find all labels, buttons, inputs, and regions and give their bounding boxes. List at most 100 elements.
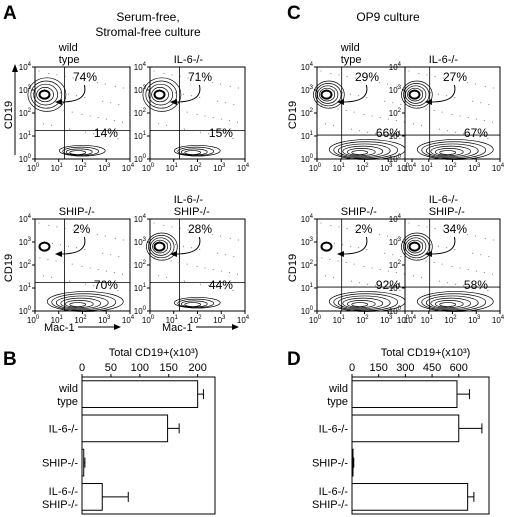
scatter-dot (47, 258, 49, 260)
scatter-dot (175, 92, 177, 94)
scatter-dot (450, 79, 452, 81)
scatter-dot (346, 75, 348, 77)
y-tick-label: 104 (19, 62, 32, 72)
y-tick-label: 103 (19, 85, 32, 95)
scatter-dot (366, 248, 368, 250)
scatter-dot (200, 283, 202, 285)
scatter-dot (408, 222, 410, 224)
y-tick-label: 100 (301, 154, 314, 164)
bar-chart-title: Total CD19+(x10³) (381, 347, 471, 359)
contour-line-cd19 (405, 85, 427, 104)
y-tick-label: 104 (19, 214, 32, 224)
contour-line-cd19 (148, 235, 175, 259)
scatter-dot (438, 128, 440, 130)
x-tick-label: 104 (122, 315, 135, 325)
scatter-dot (38, 70, 40, 72)
sample-label-line1: IL-6-/- (174, 194, 204, 206)
scatter-dot (447, 282, 449, 284)
x-tick-label: 103 (468, 163, 481, 173)
scatter-dot (438, 280, 440, 282)
arrow-curve (175, 84, 201, 103)
scatter-dot (216, 286, 218, 288)
scatter-dot (51, 276, 53, 278)
scatter-dot (211, 234, 213, 236)
scatter-dot (183, 128, 185, 130)
scatter-dot (472, 100, 474, 102)
scatter-dot (379, 117, 381, 119)
scatter-dot (183, 280, 185, 282)
x-tick-label: 101 (421, 163, 434, 173)
scatter-dot (337, 260, 339, 262)
bar-x-tick-label: 200 (188, 362, 206, 374)
scatter-dot (472, 252, 474, 254)
x-tick-label: 103 (98, 315, 111, 325)
scatter-dot (386, 235, 388, 237)
y-tick-label: 100 (19, 306, 32, 316)
scatter-dot (425, 260, 427, 262)
bar (351, 448, 354, 477)
bar (81, 448, 85, 477)
contour-line-mac1 (69, 150, 87, 155)
scatter-dot (395, 120, 397, 122)
cd19-label-c-bottom: CD19 (287, 254, 299, 282)
scatter-dot (113, 272, 115, 274)
scatter-dot (396, 238, 398, 240)
scatter-dot (362, 231, 364, 233)
scatter-dot (475, 270, 477, 272)
y-tick-label: 101 (301, 131, 314, 141)
scatter-dot (383, 286, 385, 288)
scatter-dot (442, 77, 444, 79)
contour-line-mac1 (416, 139, 494, 160)
scatter-dot (370, 80, 372, 82)
mac1-percentage: 15% (209, 126, 233, 140)
x-tick-label: 100 (309, 315, 322, 325)
scatter-dot (454, 96, 456, 98)
scatter-dot (409, 105, 411, 107)
x-tick-label: 104 (122, 163, 135, 173)
scatter-dot (225, 102, 227, 104)
mac1-label-a-right: Mac-1 (162, 322, 193, 334)
bar (351, 380, 458, 408)
arrow-curve (342, 236, 368, 255)
contour-line-cd19 (408, 241, 421, 252)
scatter-dot (220, 118, 222, 120)
scatter-dot (366, 96, 368, 98)
contour-line-cd19 (315, 83, 342, 107)
y-tick-label: 104 (389, 214, 402, 224)
scatter-dot (48, 72, 50, 74)
x-tick-label: 102 (74, 163, 87, 173)
scatter-dot (358, 95, 360, 97)
x-tick-label: 100 (142, 315, 155, 325)
y-tick-label: 100 (19, 154, 32, 164)
scatter-dot (208, 133, 210, 135)
contour-line-mac1 (342, 297, 384, 309)
bar-category-label-line2: SHIP-/- (312, 499, 348, 511)
scatter-dot (195, 79, 197, 81)
flow-plot-frame (149, 218, 246, 312)
y-tick-label: 101 (389, 283, 402, 293)
mac1-arrowhead-a-right (232, 324, 239, 330)
scatter-dot (354, 77, 356, 79)
y-tick-label: 102 (19, 108, 32, 118)
scatter-dot (118, 103, 120, 105)
contour-line-cd19 (407, 239, 424, 254)
scatter-dot (350, 128, 352, 130)
scatter-dot (154, 257, 156, 259)
scatter-dot (204, 267, 206, 269)
contour-line-mac1 (184, 302, 202, 307)
scatter-dot (60, 92, 62, 94)
bar-x-tick-label: 0 (79, 362, 85, 374)
bar-category-label-line2: type (327, 396, 348, 408)
sample-label-line2: type (341, 54, 362, 66)
scatter-dot (68, 128, 70, 130)
x-tick-label: 103 (380, 315, 393, 325)
scatter-dot (359, 282, 361, 284)
x-tick-label: 100 (397, 163, 410, 173)
scatter-dot (363, 113, 365, 115)
sample-label-line1: IL-6-/- (429, 194, 459, 206)
y-tick-label: 103 (389, 85, 402, 95)
scatter-dot (430, 244, 432, 246)
arrow-head (336, 98, 344, 105)
